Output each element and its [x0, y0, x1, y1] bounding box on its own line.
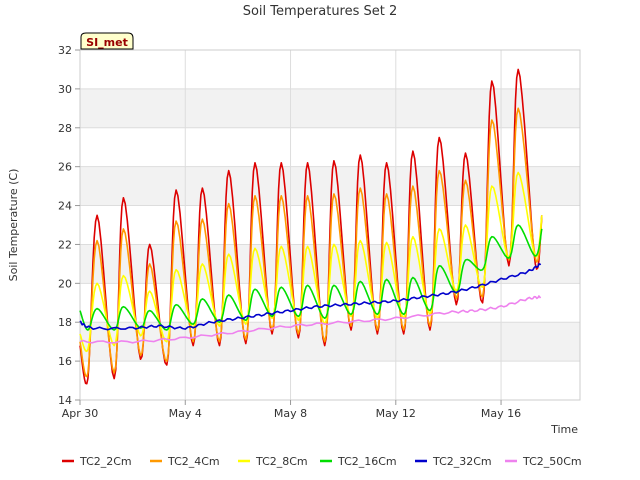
y-tick-label: 22 — [58, 238, 72, 251]
y-tick-label: 28 — [58, 122, 72, 135]
series-line-tc2-32cm — [79, 263, 542, 331]
y-tick-label: 32 — [58, 44, 72, 57]
legend-label-tc2-4cm: TC2_4Cm — [167, 455, 220, 468]
x-tick-label: Apr 30 — [62, 407, 99, 420]
series-line-tc2-16cm — [79, 224, 543, 331]
legend: TC2_2Cm TC2_4Cm TC2_8Cm TC2_16Cm TC2_32Cm TC2… — [62, 455, 582, 468]
plot-area-border — [79, 49, 581, 401]
site-badge-box — [80, 32, 134, 50]
legend-label-tc2-16cm: TC2_16Cm — [337, 455, 397, 468]
grid-band — [80, 88, 580, 128]
site-badge-label: SI_met — [86, 36, 128, 49]
y-tick-label: 14 — [58, 394, 72, 407]
x-tick-label: May 12 — [376, 407, 416, 420]
grid-band — [80, 361, 580, 400]
grid-band — [80, 127, 580, 167]
series-line-tc2-2cm — [79, 68, 543, 385]
grid-band — [80, 50, 580, 89]
y-tick-label: 16 — [58, 355, 72, 368]
series-line-tc2-8cm — [79, 171, 543, 353]
series-line-tc2-4cm — [79, 107, 543, 378]
site-badge: SI_met — [80, 32, 134, 50]
y-tick-label: 26 — [58, 161, 72, 174]
series-lines — [79, 68, 543, 385]
y-tick-label: 18 — [58, 316, 72, 329]
grid-band — [80, 166, 580, 206]
y-tick-label: 30 — [58, 83, 72, 96]
legend-label-tc2-50cm: TC2_50Cm — [522, 455, 582, 468]
legend-label-tc2-2cm: TC2_2Cm — [79, 455, 132, 468]
x-tick-label: May 4 — [169, 407, 202, 420]
x-axis: Apr 30 May 4 May 8 May 12 May 16 — [62, 400, 521, 420]
legend-label-tc2-8cm: TC2_8Cm — [255, 455, 308, 468]
legend-label-tc2-32cm: TC2_32Cm — [432, 455, 492, 468]
y-tick-label: 20 — [58, 277, 72, 290]
y-axis-label: Soil Temperature (C) — [7, 169, 20, 282]
y-axis: 14 16 18 20 22 24 26 28 30 32 — [58, 44, 80, 407]
x-tick-label: May 16 — [481, 407, 521, 420]
grid-band — [80, 283, 580, 323]
x-axis-label: Time — [550, 423, 578, 436]
series-line-tc2-50cm — [79, 295, 542, 344]
y-tick-label: 24 — [58, 200, 72, 213]
chart-title: Soil Temperatures Set 2 — [243, 4, 398, 19]
x-tick-label: May 8 — [274, 407, 307, 420]
